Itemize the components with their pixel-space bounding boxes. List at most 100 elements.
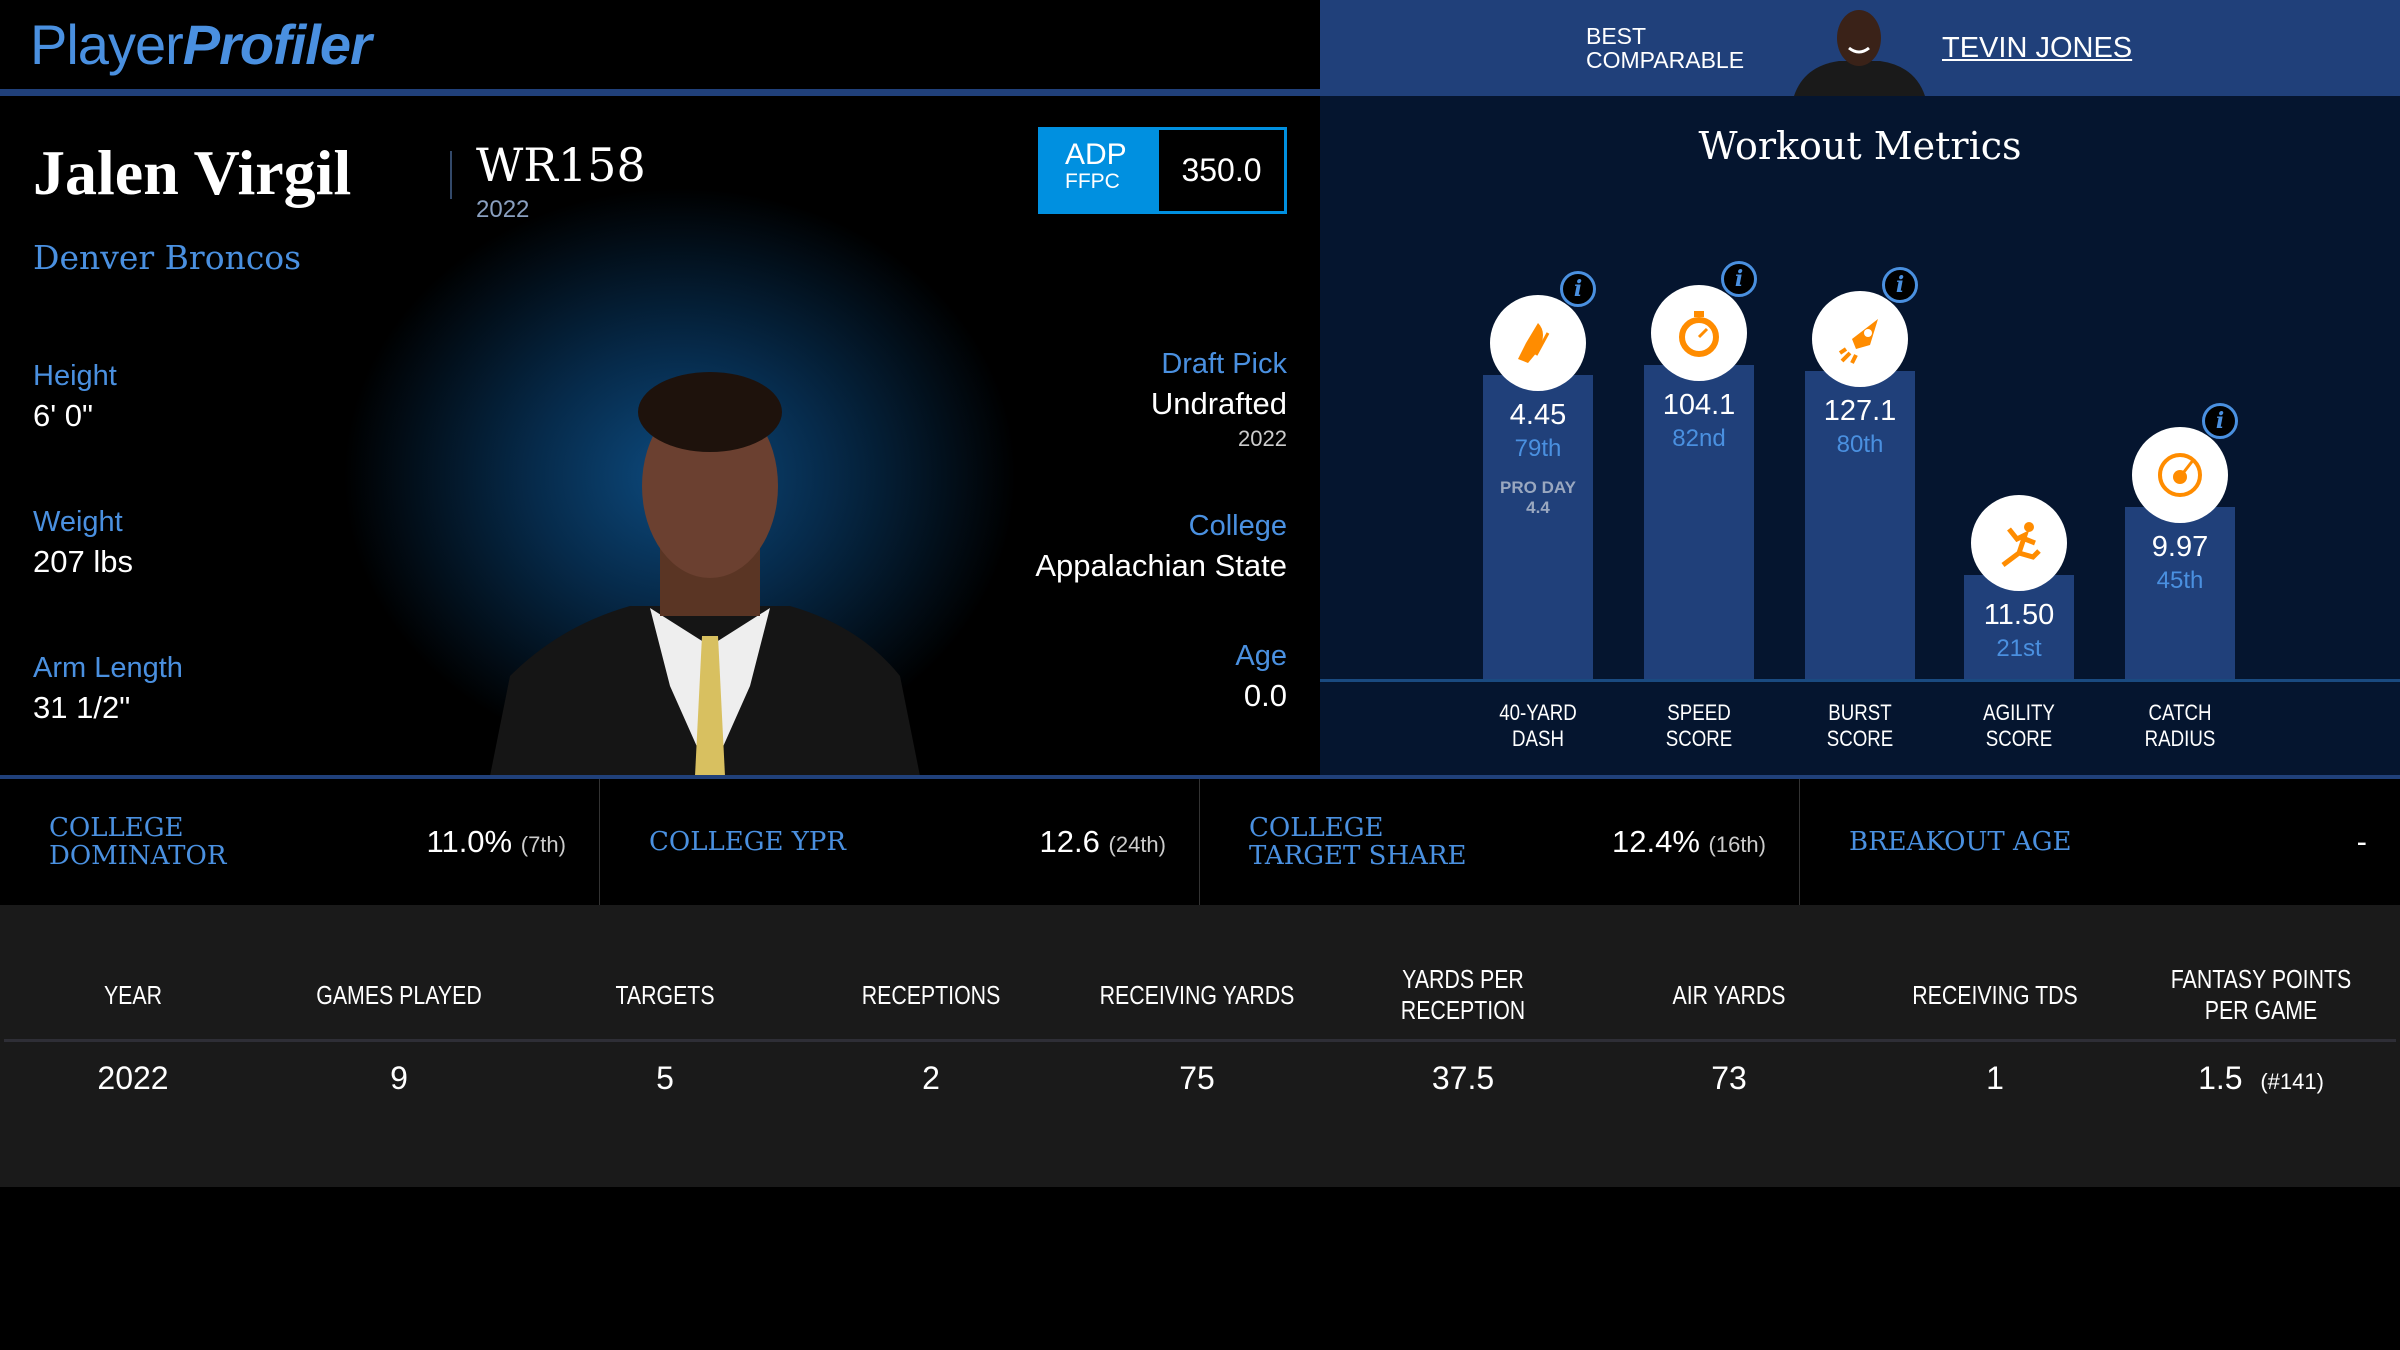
height-label: Height (33, 360, 117, 392)
pro-day-value: 4.4 (1526, 498, 1550, 517)
cell-value: 73 (1711, 1060, 1747, 1096)
player-photo (490, 372, 920, 776)
workout-metrics-panel: Workout Metrics 4.45 79th PRO DAY 4.4 i 40… (1320, 96, 2400, 775)
best-comparable-label: BEST COMPARABLE (1586, 24, 1744, 72)
metric-bar: 11.50 21st (1964, 575, 2074, 679)
metric-label: SPEED SCORE (1631, 700, 1767, 752)
metric-bar: 9.97 45th (2125, 507, 2235, 679)
cell-value: 9 (390, 1060, 408, 1096)
info-icon[interactable]: i (2202, 403, 2238, 439)
stat-label: COLLEGE TARGET SHARE (1249, 813, 1467, 871)
cell-value: 2 (922, 1060, 940, 1096)
info-icon[interactable]: i (1882, 267, 1918, 303)
table-cell: 1.5 (#141) (2128, 1060, 2394, 1097)
metric-label: BURST SCORE (1792, 700, 1928, 752)
divider (0, 89, 1320, 96)
column-header[interactable]: FANTASY POINTS PER GAME (2170, 964, 2352, 1025)
stat-label: COLLEGE DOMINATOR (49, 813, 227, 871)
column-header[interactable]: YARDS PER RECEPTION (1400, 964, 1526, 1025)
column-header[interactable]: RECEIVING TDS (1912, 979, 2078, 1010)
arm-length-value: 31 1/2" (33, 690, 131, 725)
table-cell: 1 (1862, 1060, 2128, 1097)
info-icon[interactable]: i (1721, 261, 1757, 297)
metric-percentile: 21st (1996, 635, 2042, 662)
column-header[interactable]: AIR YARDS (1672, 979, 1786, 1010)
weight-value: 207 lbs (33, 544, 133, 579)
metric-label-line2: DASH (1512, 726, 1564, 751)
cell-value: 2022 (97, 1060, 169, 1096)
adp-label: ADP (1065, 138, 1127, 171)
college-label: College (1188, 510, 1287, 542)
metric-value: 127.1 (1823, 395, 1897, 427)
stat-rank: (7th) (520, 832, 566, 857)
stat-breakout-age: BREAKOUT AGE - (1800, 779, 2400, 905)
cell-value: 1.5 (2198, 1060, 2243, 1096)
table-row: 2022 9 5 2 75 37.5 73 1 1.5 (#141) (0, 1060, 2400, 1097)
table-cell: 5 (532, 1060, 798, 1097)
metric-label-line2: SCORE (1985, 726, 2053, 751)
stat-value: - (2356, 824, 2367, 859)
comparable-player-link[interactable]: TEVIN JONES (1942, 32, 2133, 64)
stat-value: 12.4% (1611, 824, 1700, 859)
rocket-icon (1812, 291, 1908, 387)
player-panel: Jalen Virgil WR158 2022 Denver Broncos A… (0, 96, 1320, 776)
table-cell: 9 (266, 1060, 532, 1097)
metric-value: 9.97 (2151, 531, 2209, 563)
stopwatch-icon (1651, 285, 1747, 381)
table-cell: 2 (798, 1060, 1064, 1097)
adp-badge: ADP FFPC 350.0 (1038, 127, 1287, 214)
cell-value: 37.5 (1431, 1060, 1495, 1096)
stat-college-dominator: COLLEGE DOMINATOR 11.0% (7th) (0, 779, 600, 905)
college-value: Appalachian State (1035, 548, 1287, 583)
team-link[interactable]: Denver Broncos (33, 238, 302, 277)
arm-length-label: Arm Length (33, 652, 183, 684)
metric-percentile: 80th (1836, 431, 1884, 458)
metric-label-line2: RADIUS (2144, 726, 2216, 751)
metric-percentile: 82nd (1672, 425, 1726, 452)
logo-part1: Player (30, 13, 184, 76)
draft-year: 2022 (1238, 426, 1287, 451)
divider (450, 151, 452, 199)
column-header[interactable]: RECEIVING YARDS (1099, 979, 1295, 1010)
player-name: Jalen Virgil (33, 137, 352, 208)
stat-college-target-share: COLLEGE TARGET SHARE 12.4% (16th) (1200, 779, 1800, 905)
table-cell: 75 (1064, 1060, 1330, 1097)
stat-value: 12.6 (1039, 824, 1100, 859)
metric-label-line2: SCORE (1826, 726, 1894, 751)
age-label: Age (1235, 640, 1287, 672)
adp-source: FFPC (1065, 170, 1120, 193)
adp-value: 350.0 (1181, 152, 1262, 188)
column-header[interactable]: YEAR (103, 979, 163, 1010)
logo[interactable]: PlayerProfiler (30, 12, 372, 77)
column-header[interactable]: GAMES PLAYED (316, 979, 482, 1010)
stat-college-ypr: COLLEGE YPR 12.6 (24th) (600, 779, 1200, 905)
column-header[interactable]: RECEPTIONS (861, 979, 1001, 1010)
table-header: YEAR GAMES PLAYED TARGETS RECEPTIONS RECEIVI… (0, 955, 2400, 1035)
divider (4, 1039, 2396, 1042)
stats-table: YEAR GAMES PLAYED TARGETS RECEPTIONS RECEIVI… (0, 905, 2400, 1187)
college-stats-row: COLLEGE DOMINATOR 11.0% (7th) COLLEGE YPR… (0, 775, 2400, 905)
fantasy-rank: (#141) (2260, 1069, 2324, 1094)
table-cell: 37.5 (1330, 1060, 1596, 1097)
stat-label: BREAKOUT AGE (1849, 827, 2072, 857)
metric-label-line1: 40-YARD (1499, 700, 1577, 725)
metric-label-line1: CATCH (2148, 700, 2212, 725)
season-year: 2022 (476, 196, 530, 223)
metric-bar: 104.1 82nd (1644, 365, 1754, 679)
metric-label-line2: SCORE (1665, 726, 1733, 751)
metric-value: 11.50 (1983, 599, 2055, 631)
metric-percentile: 79th (1514, 435, 1562, 462)
metric-value: 104.1 (1662, 389, 1736, 421)
draft-pick-value: Undrafted (1150, 386, 1287, 421)
chart-baseline (1320, 679, 2400, 682)
info-icon[interactable]: i (1560, 271, 1596, 307)
comparable-photo (1794, 10, 1925, 96)
metric-label: 40-YARD DASH (1470, 700, 1606, 752)
table-cell: 2022 (0, 1060, 266, 1097)
stat-value: 11.0% (426, 824, 513, 859)
stat-label: COLLEGE YPR (649, 827, 846, 857)
target-icon (2132, 427, 2228, 523)
draft-pick-label: Draft Pick (1161, 348, 1287, 380)
column-header[interactable]: TARGETS (615, 979, 715, 1010)
stat-rank: (16th) (1708, 832, 1766, 857)
